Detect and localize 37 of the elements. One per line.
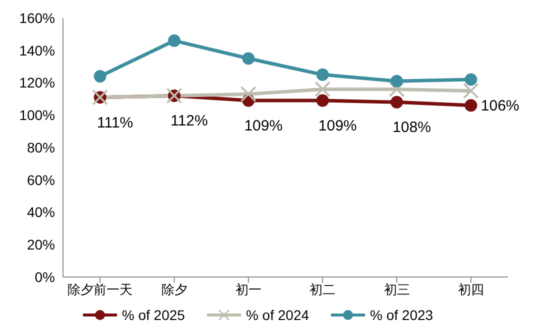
point [240, 86, 256, 102]
point [390, 96, 403, 108]
x-tick-label: 初一 [235, 283, 262, 298]
point [464, 73, 478, 86]
data-label: 109% [244, 118, 283, 135]
y-tick-label: 40% [26, 204, 55, 220]
x-tick-label: 除夕 [161, 283, 188, 298]
y-tick-label: 120% [19, 74, 55, 91]
legend-label: % of 2025 [122, 307, 185, 323]
x-tick-label: 初四 [458, 283, 484, 298]
y-tick-label: 160% [19, 10, 55, 26]
y-tick-label: 140% [19, 42, 55, 58]
x-tick-label: 初三 [384, 283, 410, 298]
point [242, 52, 255, 65]
point [168, 34, 180, 47]
data-label: 106% [480, 97, 520, 114]
y-tick-label: 0% [34, 268, 55, 285]
point [316, 68, 329, 81]
legend-label: % of 2024 [246, 307, 310, 323]
y-tick-label: 100% [19, 107, 55, 124]
point [316, 94, 329, 107]
y-tick-label: 20% [26, 236, 55, 253]
point [94, 70, 106, 83]
point [462, 82, 479, 99]
point [314, 81, 331, 98]
data-label: 111% [97, 114, 134, 132]
data-label: 109% [318, 118, 357, 135]
y-tick-label: 60% [26, 172, 55, 188]
x-tick-label: 除夕前一天 [68, 283, 133, 298]
data-label: 108% [392, 119, 431, 136]
data-label: 112% [170, 112, 208, 130]
point [388, 81, 405, 98]
point [390, 74, 403, 88]
x-tick-label: 初二 [310, 283, 336, 298]
y-tick-label: 80% [26, 139, 55, 156]
point [464, 99, 478, 112]
legend-label: % of 2023 [370, 307, 434, 323]
